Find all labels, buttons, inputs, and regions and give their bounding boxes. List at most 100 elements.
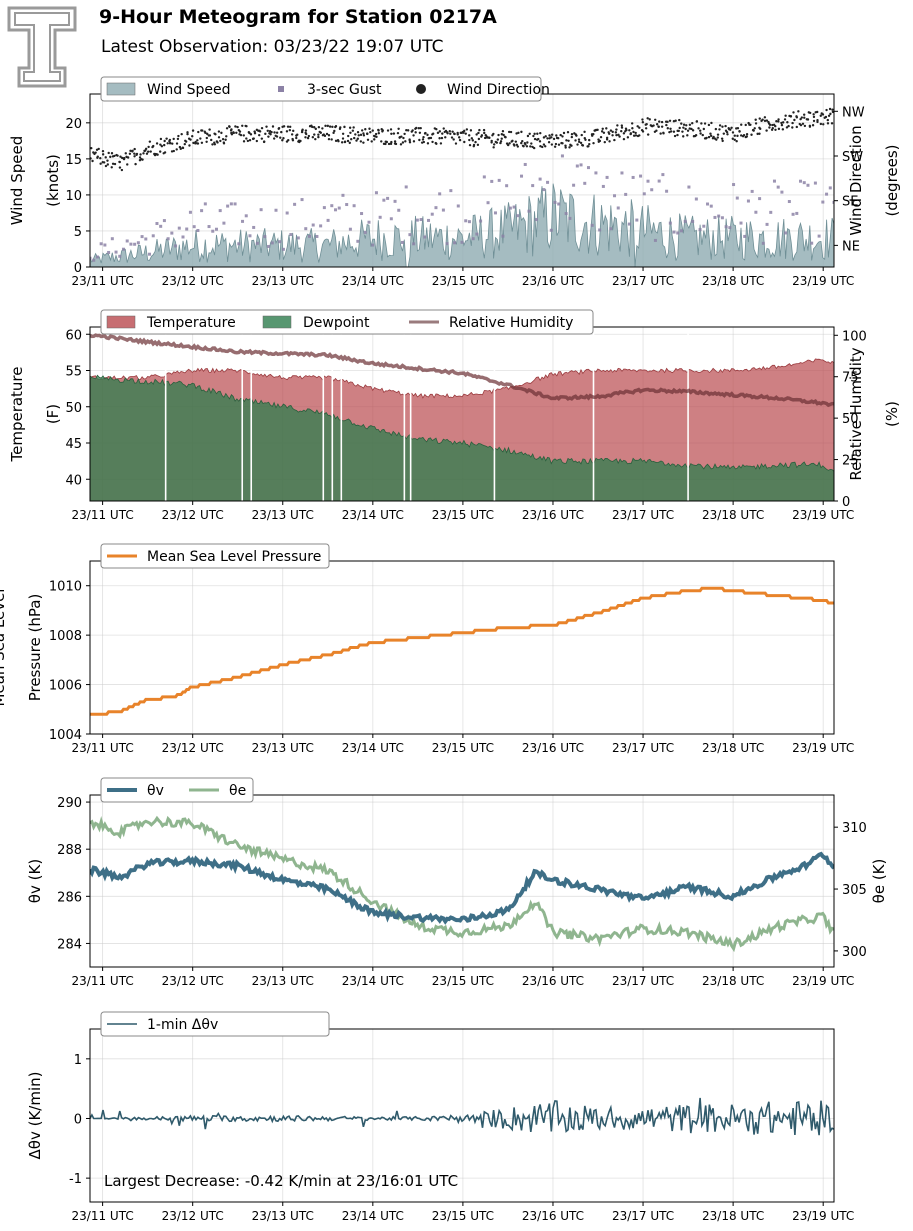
university-logo bbox=[7, 6, 77, 88]
gust-point bbox=[360, 212, 364, 216]
direction-point bbox=[638, 134, 641, 137]
gust-point bbox=[534, 218, 538, 222]
direction-point bbox=[691, 122, 694, 125]
gust-point bbox=[586, 166, 590, 170]
direction-point bbox=[301, 129, 304, 133]
direction-point bbox=[333, 129, 336, 133]
direction-point bbox=[216, 141, 219, 144]
direction-point bbox=[602, 131, 606, 134]
direction-point bbox=[469, 129, 473, 132]
direction-point bbox=[239, 133, 243, 137]
legend-box bbox=[100, 543, 330, 569]
direction-point bbox=[752, 129, 755, 132]
direction-point bbox=[632, 130, 635, 134]
direction-point bbox=[468, 134, 471, 137]
direction-point bbox=[128, 152, 132, 155]
gust-point bbox=[490, 179, 494, 183]
direction-point bbox=[348, 141, 351, 145]
direction-point bbox=[580, 133, 583, 137]
direction-point bbox=[197, 130, 200, 134]
x-tick-label: 23/14 UTC bbox=[342, 274, 404, 288]
gust-point bbox=[557, 202, 561, 206]
gust-point bbox=[170, 231, 174, 235]
direction-point bbox=[641, 118, 644, 121]
legend-box bbox=[100, 309, 594, 335]
direction-point bbox=[194, 142, 197, 145]
gust-point bbox=[735, 196, 739, 200]
direction-point bbox=[601, 127, 604, 130]
direction-point bbox=[255, 139, 259, 143]
direction-point bbox=[349, 131, 352, 134]
y-tick-label: 1010 bbox=[49, 580, 82, 595]
direction-point bbox=[273, 131, 276, 134]
direction-point bbox=[745, 133, 749, 136]
direction-point bbox=[515, 132, 518, 135]
direction-point bbox=[598, 139, 602, 143]
panel-4: 300 305 310 284 286 288 290 23/11 UTC 23/12 UTC 2… bbox=[26, 777, 888, 988]
direction-point bbox=[574, 139, 577, 142]
gust-point bbox=[501, 234, 505, 238]
direction-point bbox=[811, 124, 815, 127]
direction-point bbox=[487, 136, 491, 139]
direction-point bbox=[186, 132, 189, 136]
direction-point bbox=[703, 122, 707, 125]
direction-point bbox=[745, 135, 749, 138]
direction-point bbox=[246, 139, 250, 143]
gust-point bbox=[378, 215, 382, 219]
right-tick-label: 50 bbox=[842, 412, 859, 427]
gust-point bbox=[400, 240, 404, 244]
direction-point bbox=[729, 128, 732, 131]
gust-point bbox=[572, 183, 576, 187]
direction-point bbox=[690, 127, 693, 131]
direction-point bbox=[526, 134, 530, 138]
direction-point bbox=[106, 159, 109, 162]
gust-point bbox=[739, 221, 743, 225]
theta-e-line bbox=[90, 815, 834, 953]
direction-point bbox=[575, 134, 578, 137]
gust-point bbox=[233, 202, 237, 206]
direction-point bbox=[786, 121, 789, 124]
gust-point bbox=[95, 255, 99, 259]
direction-point bbox=[214, 133, 217, 136]
direction-point bbox=[567, 139, 570, 143]
legend: θv θe bbox=[100, 777, 254, 803]
x-tick-label: 23/14 UTC bbox=[342, 508, 404, 522]
direction-point bbox=[603, 140, 606, 144]
direction-point bbox=[457, 136, 461, 139]
direction-point bbox=[631, 127, 634, 130]
direction-point bbox=[546, 137, 549, 140]
direction-point bbox=[468, 138, 471, 142]
direction-point bbox=[380, 140, 383, 143]
legend-label: Relative Humidity bbox=[449, 315, 573, 331]
direction-point bbox=[266, 129, 269, 132]
direction-point bbox=[442, 127, 445, 130]
direction-point bbox=[738, 130, 741, 133]
theta-v-line bbox=[90, 851, 834, 925]
legend-swatch bbox=[278, 86, 284, 92]
gust-point bbox=[263, 235, 267, 239]
direction-point bbox=[134, 162, 137, 166]
right-tick-label: 305 bbox=[842, 883, 867, 898]
direction-point bbox=[468, 143, 472, 147]
direction-point bbox=[561, 142, 564, 145]
direction-point bbox=[222, 142, 226, 145]
gust-point bbox=[222, 221, 226, 225]
direction-point bbox=[777, 120, 780, 123]
direction-point bbox=[750, 133, 753, 136]
direction-point bbox=[221, 137, 225, 141]
direction-point bbox=[102, 161, 106, 164]
gust-point bbox=[151, 234, 155, 238]
direction-point bbox=[384, 142, 387, 146]
direction-point bbox=[191, 129, 195, 132]
direction-point bbox=[477, 137, 481, 141]
gust-point bbox=[267, 244, 271, 248]
direction-point bbox=[332, 131, 335, 135]
direction-point bbox=[196, 142, 200, 145]
direction-point bbox=[725, 130, 729, 134]
direction-point bbox=[566, 131, 570, 134]
direction-point bbox=[620, 124, 624, 127]
direction-point bbox=[767, 120, 770, 124]
gust-point bbox=[229, 202, 233, 206]
direction-point bbox=[426, 133, 429, 137]
direction-point bbox=[168, 138, 172, 142]
